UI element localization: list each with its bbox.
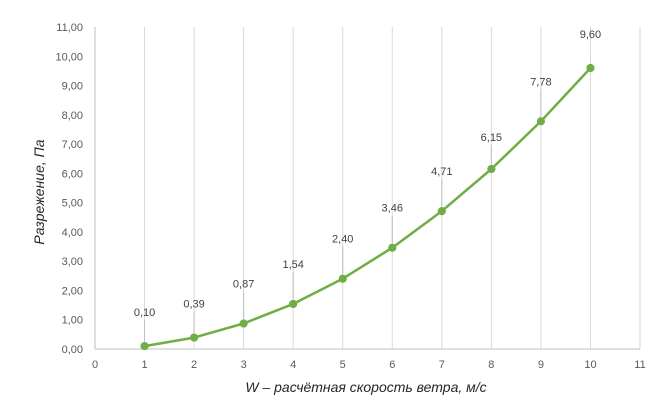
data-label-layer: 0,10 0,39 0,87 1,54 2,40 3,46 4,71 6,15 7,78 9,60 bbox=[134, 29, 601, 342]
x-tick-label: 4 bbox=[290, 359, 296, 371]
data-point bbox=[586, 63, 595, 73]
data-point bbox=[239, 319, 248, 328]
y-tick-label: 2,00 bbox=[62, 285, 83, 297]
y-tick-label: 8,00 bbox=[62, 110, 83, 122]
data-label: 6,15 bbox=[481, 132, 502, 144]
data-label: 0,87 bbox=[233, 279, 254, 291]
axis-layer: 0 1 2 3 4 5 6 7 8 9 10 11 0,00 1,00 2,00 3,00 4,00 5,00 6,… bbox=[55, 22, 645, 371]
data-label: 0,39 bbox=[183, 299, 204, 311]
x-tick-label: 3 bbox=[241, 359, 247, 371]
data-point bbox=[487, 164, 496, 174]
x-tick-label: 5 bbox=[340, 359, 346, 371]
data-label: 9,60 bbox=[580, 29, 601, 41]
y-tick-label: 10,00 bbox=[55, 51, 83, 63]
x-tick-label: 0 bbox=[92, 359, 98, 371]
series-layer bbox=[140, 63, 595, 351]
data-label: 4,71 bbox=[431, 166, 452, 178]
data-label: 2,40 bbox=[332, 234, 353, 246]
data-label: 0,10 bbox=[134, 307, 155, 319]
y-tick-label: 4,00 bbox=[62, 227, 83, 239]
data-point bbox=[140, 341, 149, 351]
x-axis-title: W – расчётная скорость ветра, м/с bbox=[245, 379, 486, 395]
y-tick-label: 0,00 bbox=[62, 344, 83, 356]
data-point bbox=[437, 207, 446, 216]
data-label: 7,78 bbox=[530, 76, 551, 88]
y-axis-title: Разрежение, Па bbox=[31, 139, 47, 244]
y-tick-label: 9,00 bbox=[62, 81, 83, 93]
data-point bbox=[338, 274, 347, 283]
y-tick-label: 11,00 bbox=[56, 22, 83, 34]
y-tick-label: 7,00 bbox=[62, 139, 83, 151]
series-line bbox=[144, 67, 592, 348]
data-point bbox=[388, 243, 397, 252]
data-point bbox=[289, 299, 298, 309]
x-tick-label: 10 bbox=[584, 359, 596, 371]
x-tick-label: 8 bbox=[488, 359, 494, 371]
y-tick-label: 3,00 bbox=[62, 256, 83, 268]
data-label: 3,46 bbox=[382, 203, 403, 215]
x-tick-label: 11 bbox=[634, 359, 645, 371]
x-tick-label: 1 bbox=[141, 359, 147, 371]
data-point bbox=[189, 333, 199, 342]
x-tick-label: 2 bbox=[191, 359, 197, 371]
data-point bbox=[536, 117, 546, 126]
data-label: 1,54 bbox=[282, 259, 303, 271]
y-tick-label: 1,00 bbox=[62, 315, 83, 327]
x-tick-label: 9 bbox=[538, 359, 544, 371]
x-tick-label: 6 bbox=[389, 359, 395, 371]
y-tick-label: 6,00 bbox=[62, 168, 83, 180]
x-tick-label: 7 bbox=[439, 359, 445, 371]
y-tick-label: 5,00 bbox=[62, 198, 83, 210]
grid-layer bbox=[144, 27, 641, 349]
